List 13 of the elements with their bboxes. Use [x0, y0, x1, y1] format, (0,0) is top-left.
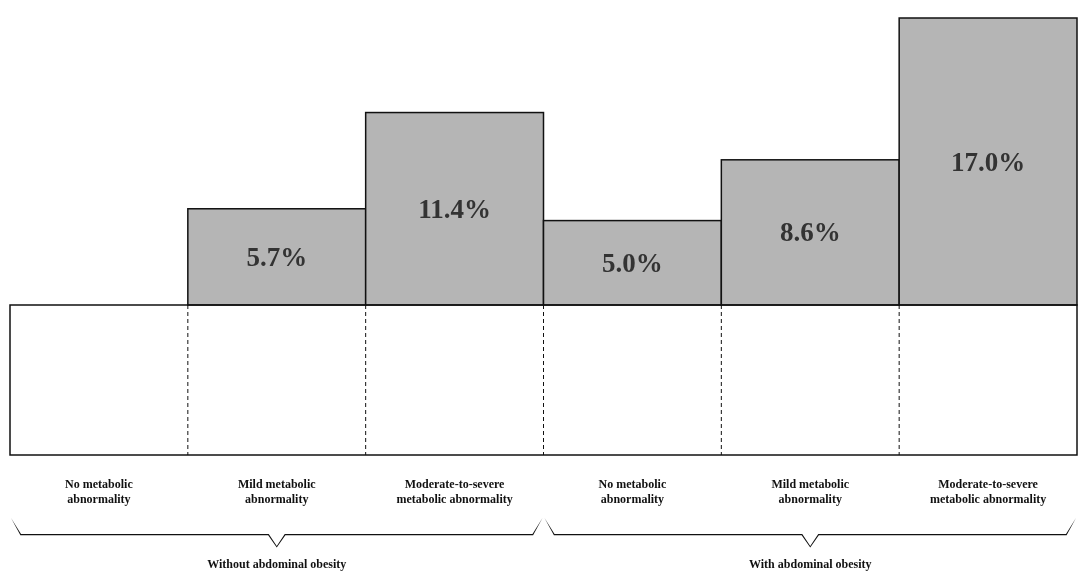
x-tick-label: No metabolic abnormality	[65, 477, 134, 506]
x-tick-label: Moderate-to-severe metabolic abnormality	[396, 477, 513, 506]
x-tick-label: No metabolic abnormality	[598, 477, 667, 506]
data-label: 5.7%	[246, 241, 308, 272]
data-label: 5.0%	[602, 247, 663, 278]
text: Without abdominal obesity	[207, 557, 347, 571]
data-label: 11.4%	[418, 193, 491, 224]
x-tick-label: Moderate-to-severe metabolic abnormality	[929, 477, 1047, 506]
data-label: 8.6%	[779, 217, 841, 248]
text: With abdominal obesity	[749, 557, 872, 571]
x-tick-label: Mild metabolic abnormality	[771, 477, 850, 506]
data-label: 17.0%	[950, 146, 1026, 177]
x-tick-label: Mild metabolic abnormality	[237, 477, 317, 506]
